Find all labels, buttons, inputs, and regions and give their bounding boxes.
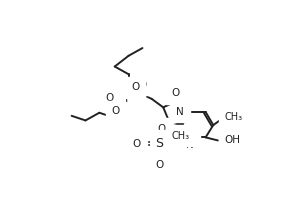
Text: P: P	[125, 92, 132, 105]
Text: O: O	[106, 93, 114, 103]
Text: S: S	[155, 137, 163, 150]
Text: O: O	[133, 139, 141, 149]
Text: CH₃: CH₃	[172, 131, 190, 141]
Text: CH₃: CH₃	[224, 111, 242, 122]
Text: OH: OH	[224, 135, 240, 145]
Text: O: O	[138, 80, 147, 90]
Text: O: O	[157, 124, 165, 134]
Text: N: N	[186, 140, 194, 150]
Text: N: N	[176, 107, 184, 117]
Text: O: O	[131, 82, 139, 92]
Text: CH₃: CH₃	[232, 111, 250, 121]
Text: O: O	[161, 135, 169, 145]
Text: O: O	[111, 106, 119, 116]
Text: O: O	[171, 88, 180, 98]
Text: O: O	[155, 160, 163, 170]
